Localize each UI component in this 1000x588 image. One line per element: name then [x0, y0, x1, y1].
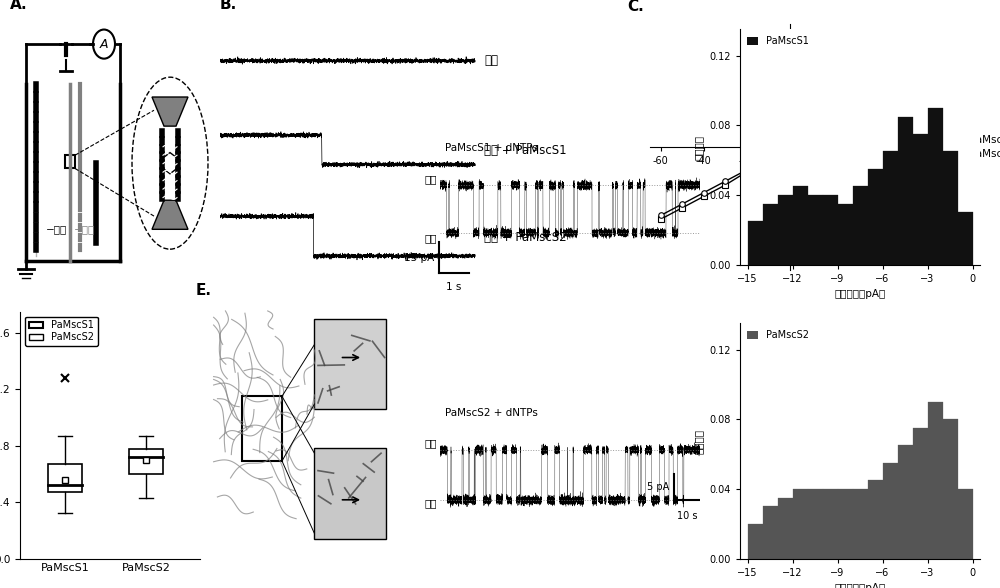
- Y-axis label: 相对频率: 相对频率: [694, 429, 704, 453]
- Bar: [748, 524, 763, 559]
- Bar: [912, 428, 928, 559]
- Bar: [129, 449, 163, 474]
- PaMscS2: [676, 201, 688, 208]
- Text: B.: B.: [220, 0, 237, 12]
- PaMscS1: [892, 75, 904, 82]
- Y-axis label: 相对频率: 相对频率: [694, 135, 704, 159]
- Text: 双层: 双层: [484, 54, 498, 67]
- Bar: [852, 489, 868, 559]
- Text: 双层 + PaMscS2: 双层 + PaMscS2: [484, 230, 567, 243]
- PaMscS2: [741, 166, 753, 173]
- Bar: [868, 480, 883, 559]
- Bar: [808, 489, 822, 559]
- Text: A.: A.: [10, 0, 28, 12]
- PaMscS1: [806, 130, 818, 137]
- Legend: PaMscS1, PaMscS2: PaMscS1, PaMscS2: [25, 316, 98, 346]
- Bar: [852, 186, 868, 265]
- PaMscS1: [784, 143, 796, 151]
- Bar: [792, 489, 808, 559]
- PaMscS2: [698, 189, 710, 196]
- Polygon shape: [152, 97, 188, 126]
- Text: 1 s: 1 s: [446, 282, 462, 292]
- Bar: [314, 319, 386, 409]
- Bar: [48, 464, 82, 492]
- PaMscS1: [827, 117, 839, 124]
- Bar: [838, 203, 852, 265]
- Text: D.: D.: [0, 289, 2, 304]
- PaMscS2: [849, 98, 861, 105]
- Bar: [792, 186, 808, 265]
- Text: 5 pA: 5 pA: [647, 482, 669, 492]
- PaMscS2: [827, 113, 839, 120]
- Text: PaMscS1 + dNTPs: PaMscS1 + dNTPs: [445, 143, 538, 153]
- Bar: [314, 448, 386, 539]
- Text: −顺势: −顺势: [74, 224, 95, 235]
- X-axis label: 阻塞电流（pA）: 阻塞电流（pA）: [834, 583, 886, 588]
- Bar: [808, 195, 822, 265]
- PaMscS1: [870, 88, 882, 95]
- Polygon shape: [152, 200, 188, 229]
- Bar: [822, 489, 838, 559]
- Bar: [912, 134, 928, 265]
- PaMscS2: [655, 212, 667, 219]
- Bar: [898, 445, 912, 559]
- Bar: [883, 151, 898, 265]
- Bar: [898, 116, 912, 265]
- PaMscS2: [892, 73, 904, 80]
- Bar: [822, 195, 838, 265]
- Bar: [928, 108, 942, 265]
- Bar: [763, 203, 778, 265]
- Bar: [942, 419, 958, 559]
- PaMscS1: [698, 193, 710, 200]
- Bar: [778, 497, 792, 559]
- PaMscS2: [762, 155, 774, 162]
- PaMscS1: [762, 157, 774, 164]
- Text: 打开: 打开: [425, 174, 437, 184]
- Text: 10 s: 10 s: [677, 510, 697, 521]
- Bar: [748, 221, 763, 265]
- Circle shape: [93, 29, 115, 59]
- Text: 闭合: 闭合: [425, 498, 437, 508]
- PaMscS1: [849, 102, 861, 109]
- Line: PaMscS1: PaMscS1: [658, 76, 900, 222]
- Text: 打开: 打开: [425, 439, 437, 449]
- Text: −反式: −反式: [46, 224, 67, 235]
- Legend: PaMscS1: PaMscS1: [745, 34, 811, 48]
- Text: A: A: [100, 38, 108, 51]
- Bar: [883, 463, 898, 559]
- Text: PaMscS2 + dNTPs: PaMscS2 + dNTPs: [445, 408, 538, 418]
- Line: PaMscS2: PaMscS2: [658, 74, 900, 218]
- Bar: [778, 195, 792, 265]
- PaMscS1: [655, 216, 667, 223]
- Bar: [958, 489, 972, 559]
- PaMscS2: [719, 178, 731, 185]
- Bar: [868, 169, 883, 265]
- Bar: [838, 489, 852, 559]
- PaMscS1: [719, 182, 731, 189]
- Text: C.: C.: [628, 0, 644, 14]
- PaMscS2: [784, 143, 796, 151]
- X-axis label: 阻塞电流（pA）: 阻塞电流（pA）: [834, 289, 886, 299]
- Bar: [958, 212, 972, 265]
- Bar: [942, 151, 958, 265]
- Text: 双层 + PaMscS1: 双层 + PaMscS1: [484, 144, 567, 157]
- PaMscS1: [676, 204, 688, 211]
- Bar: [928, 402, 942, 559]
- Legend: PaMscS1, PaMscS2: PaMscS1, PaMscS2: [941, 135, 1000, 159]
- Text: E.: E.: [196, 283, 212, 298]
- Bar: [242, 396, 282, 461]
- Bar: [763, 506, 778, 559]
- PaMscS2: [806, 128, 818, 135]
- PaMscS1: [741, 168, 753, 175]
- Legend: PaMscS2: PaMscS2: [745, 328, 811, 342]
- PaMscS2: [870, 83, 882, 90]
- Text: 15 pA: 15 pA: [404, 253, 434, 263]
- Text: 闭合: 闭合: [425, 233, 437, 243]
